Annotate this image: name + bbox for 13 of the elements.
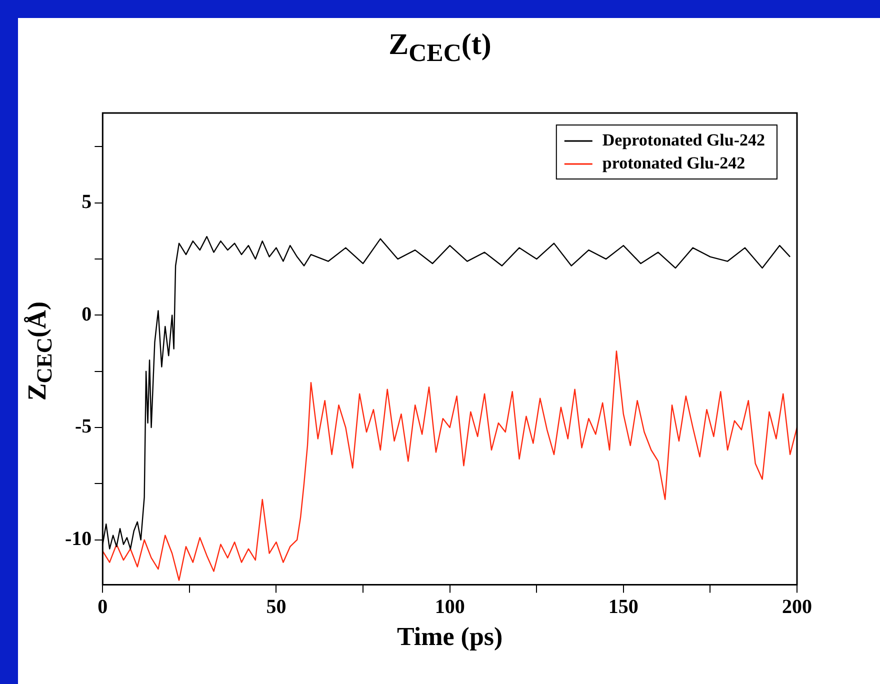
y-tick-label: -5 bbox=[74, 416, 92, 438]
x-tick-label: 50 bbox=[266, 596, 286, 618]
chart-title: Z$_{CEC}$(t) bbox=[388, 28, 492, 68]
x-tick-label: 100 bbox=[434, 596, 465, 618]
x-axis-title: Time (ps) bbox=[396, 622, 503, 652]
y-tick-label: 5 bbox=[82, 191, 92, 214]
y-tick-label: -10 bbox=[64, 528, 92, 550]
x-tick-label: 0 bbox=[98, 596, 108, 618]
x-tick-label: 150 bbox=[608, 596, 638, 618]
legend-label: protonated Glu-242 bbox=[602, 153, 746, 172]
y-tick-label: 0 bbox=[82, 303, 92, 326]
legend-label: Deprotonated Glu-242 bbox=[602, 130, 766, 150]
x-tick-label: 200 bbox=[782, 596, 812, 618]
